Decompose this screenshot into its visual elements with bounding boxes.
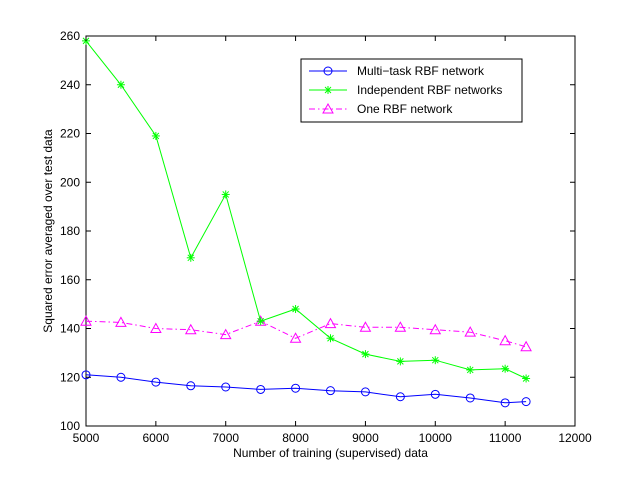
data-point (186, 381, 196, 391)
series-line (85, 40, 527, 379)
legend-entry: Independent RBF networks (309, 83, 502, 97)
data-point (186, 253, 195, 262)
data-point (429, 323, 442, 335)
data-point (81, 370, 91, 380)
data-point (221, 190, 230, 199)
data-point (115, 316, 127, 327)
data-point (430, 389, 440, 399)
data-point (466, 365, 475, 374)
data-point (150, 322, 162, 333)
legend-swatch-marker (324, 86, 332, 94)
x-tick-label: 10000 (419, 431, 453, 445)
legend-label: Independent RBF networks (357, 83, 502, 97)
legend-entry: One RBF network (309, 102, 453, 116)
asterisk-stroke (187, 254, 195, 262)
data-point (465, 393, 475, 403)
asterisk-stroke (466, 366, 474, 374)
x-axis-label: Number of training (supervised) data (233, 446, 428, 460)
y-tick-label: 200 (60, 175, 80, 189)
data-point (359, 321, 372, 332)
y-tick-label: 140 (60, 322, 80, 336)
legend-swatch-marker (323, 66, 333, 76)
y-tick-label: 220 (60, 127, 80, 141)
data-point (499, 334, 511, 346)
data-point (464, 326, 477, 337)
data-point (324, 317, 337, 329)
data-point (522, 374, 531, 383)
data-point (151, 131, 160, 140)
data-point (361, 350, 370, 359)
legend-label: One RBF network (357, 102, 453, 116)
asterisk-stroke (431, 356, 439, 364)
data-point (291, 383, 301, 393)
asterisk-stroke (501, 365, 509, 373)
data-point (326, 334, 335, 343)
legend-swatch-marker (322, 102, 334, 114)
legend-box (300, 58, 523, 123)
asterisk-stroke (327, 334, 334, 342)
data-point (289, 332, 302, 343)
data-point (256, 384, 266, 394)
asterisk-stroke (222, 191, 230, 198)
asterisk-stroke (522, 375, 530, 382)
data-point (256, 317, 265, 326)
data-point (501, 364, 510, 373)
x-tick-label: 7000 (212, 431, 239, 445)
data-point (184, 323, 197, 335)
asterisk-stroke (117, 81, 125, 89)
y-tick-label: 180 (60, 224, 80, 238)
data-point (500, 398, 510, 408)
data-point (219, 328, 232, 340)
data-point (396, 357, 405, 366)
asterisk-stroke (257, 317, 264, 325)
data-point (431, 356, 440, 365)
y-tick-label: 260 (60, 29, 80, 43)
series-0 (81, 370, 531, 408)
data-point (360, 387, 370, 397)
y-tick-label: 240 (60, 78, 80, 92)
x-tick-label: 11000 (489, 431, 522, 445)
asterisk-stroke (362, 350, 369, 358)
data-point (80, 315, 92, 326)
data-point (521, 397, 531, 407)
data-point (291, 305, 300, 313)
asterisk-stroke (324, 86, 332, 94)
asterisk-stroke (292, 305, 299, 313)
ticks-layer: 5000 6000 7000 8000 9000 10000 11000 12000 100 12… (60, 29, 592, 445)
x-tick-label: 9000 (352, 431, 379, 445)
data-point (116, 372, 126, 382)
x-tick-label: 5000 (73, 431, 100, 445)
legend-label: Multi−task RBF network (357, 64, 485, 78)
legend-entry: Multi−task RBF network (309, 64, 485, 78)
data-point (116, 80, 125, 89)
data-point (151, 377, 161, 387)
series-line (85, 374, 527, 404)
data-point (221, 382, 231, 392)
asterisk-stroke (397, 358, 404, 365)
y-axis-label: Squared error averaged over test data (41, 129, 55, 333)
x-tick-label: 8000 (282, 431, 309, 445)
data-point (395, 392, 405, 402)
data-point (394, 321, 407, 332)
asterisk-stroke (152, 132, 160, 140)
legend: Multi−task RBF network Independent RBF ne… (300, 58, 523, 123)
data-point (326, 386, 335, 396)
data-point (520, 340, 532, 352)
x-tick-label: 12000 (558, 431, 592, 445)
y-tick-label: 120 (60, 370, 80, 384)
x-tick-label: 6000 (143, 431, 170, 445)
y-tick-label: 160 (60, 273, 80, 287)
y-tick-label: 100 (60, 419, 80, 433)
